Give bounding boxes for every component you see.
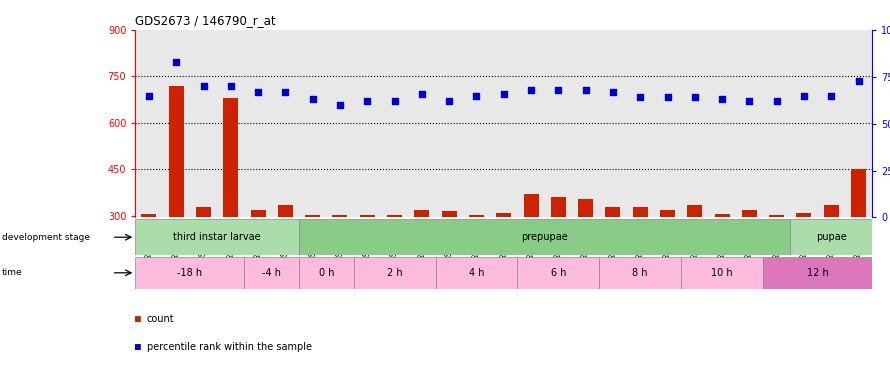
Bar	[135, 219, 299, 255]
Text: time: time	[2, 268, 22, 278]
Point	[742, 98, 756, 104]
Bar	[687, 205, 702, 218]
Bar	[360, 215, 375, 217]
Bar	[523, 194, 538, 217]
Bar	[333, 215, 347, 217]
Point	[223, 83, 238, 89]
Bar	[251, 210, 265, 218]
Bar	[245, 257, 299, 289]
Point	[197, 83, 211, 89]
Bar	[299, 257, 353, 289]
Point	[251, 89, 265, 95]
Point	[824, 93, 838, 99]
Text: 8 h: 8 h	[633, 268, 648, 278]
Bar	[387, 215, 402, 217]
Bar	[633, 207, 648, 218]
Text: 2 h: 2 h	[387, 268, 402, 278]
Point	[360, 98, 375, 104]
Text: 0 h: 0 h	[319, 268, 334, 278]
Bar	[551, 197, 566, 217]
Text: -4 h: -4 h	[263, 268, 281, 278]
Bar	[605, 207, 620, 218]
Point	[715, 96, 729, 102]
Text: ■: ■	[135, 314, 142, 324]
Bar	[135, 257, 245, 289]
Point	[279, 89, 293, 95]
Bar	[790, 219, 872, 255]
Point	[770, 98, 784, 104]
Bar	[578, 199, 593, 217]
Bar	[223, 98, 239, 218]
Bar	[797, 213, 812, 217]
Bar	[851, 170, 866, 217]
Text: ■: ■	[135, 342, 142, 352]
Bar	[469, 215, 484, 217]
Bar	[435, 257, 517, 289]
Bar	[769, 215, 784, 217]
Bar	[169, 86, 183, 218]
Bar	[299, 219, 790, 255]
Point	[305, 96, 320, 102]
Text: percentile rank within the sample: percentile rank within the sample	[147, 342, 312, 352]
Bar	[278, 205, 293, 218]
Text: GDS2673 / 146790_r_at: GDS2673 / 146790_r_at	[135, 15, 276, 27]
Bar	[763, 257, 872, 289]
Point	[387, 98, 401, 104]
Point	[415, 91, 429, 97]
Point	[442, 98, 457, 104]
Bar	[742, 210, 756, 218]
Point	[551, 87, 565, 93]
Bar	[415, 210, 429, 218]
Text: 4 h: 4 h	[469, 268, 484, 278]
Text: development stage: development stage	[2, 232, 90, 242]
Bar	[196, 207, 211, 218]
Point	[633, 94, 647, 100]
Point	[688, 94, 702, 100]
Point	[797, 93, 811, 99]
Text: 10 h: 10 h	[711, 268, 732, 278]
Text: 6 h: 6 h	[551, 268, 566, 278]
Point	[469, 93, 483, 99]
Bar	[599, 257, 681, 289]
Bar	[305, 215, 320, 217]
Bar	[681, 257, 763, 289]
Point	[660, 94, 675, 100]
Point	[497, 91, 511, 97]
Bar	[441, 211, 457, 217]
Text: prepupae: prepupae	[522, 232, 568, 242]
Point	[333, 102, 347, 108]
Point	[852, 78, 866, 84]
Text: -18 h: -18 h	[177, 268, 202, 278]
Text: 12 h: 12 h	[806, 268, 829, 278]
Bar	[824, 205, 838, 218]
Bar	[142, 214, 157, 217]
Point	[578, 87, 593, 93]
Point	[169, 59, 183, 65]
Point	[606, 89, 620, 95]
Text: count: count	[147, 314, 174, 324]
Point	[524, 87, 538, 93]
Bar	[497, 213, 511, 217]
Bar	[715, 214, 730, 217]
Bar	[517, 257, 599, 289]
Bar	[660, 210, 675, 218]
Bar	[353, 257, 435, 289]
Text: pupae: pupae	[816, 232, 846, 242]
Point	[142, 93, 156, 99]
Text: third instar larvae: third instar larvae	[174, 232, 261, 242]
